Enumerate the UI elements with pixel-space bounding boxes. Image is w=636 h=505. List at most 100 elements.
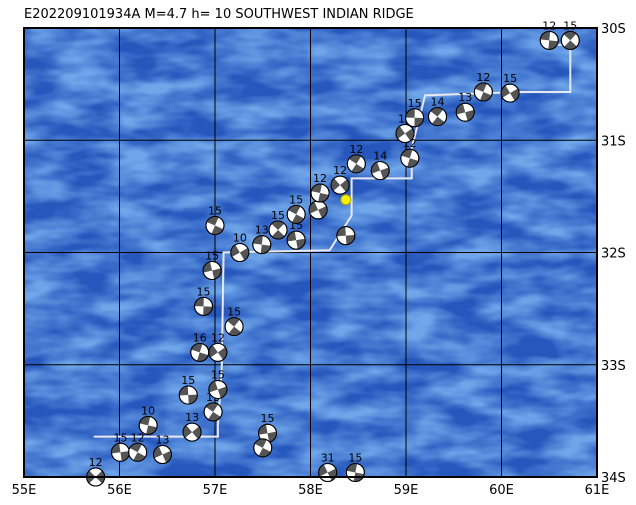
beachball-quadrant [396,126,414,141]
beachball-outline [286,204,306,224]
depth-label: 15 [181,374,195,387]
depth-label: 15 [197,285,211,298]
depth-label: 15 [563,19,577,32]
beachball-quadrant [194,297,213,316]
beachball-outline [318,463,338,483]
depth-label: 15 [261,412,275,425]
depth-label: 15 [503,72,517,85]
beachball-quadrant [456,103,475,121]
beachball-quadrant [430,107,445,126]
beachball-outline [539,30,559,50]
depth-label: 12 [542,19,556,32]
beachball-outline [194,296,214,316]
lon-tick-label: 61E [585,483,610,498]
lat-tick-label: 31S [601,134,626,149]
depth-label: 15 [113,431,127,444]
depth-label: 12 [333,164,347,177]
depth-label: 15 [205,249,219,262]
lon-tick-label: 56E [107,483,132,498]
depth-label: 15 [208,205,222,218]
beachball-quadrant [501,85,520,101]
beachball-quadrant [258,424,277,443]
beachball-quadrant [230,244,249,261]
beachball-outline [230,243,250,262]
lat-tick-label: 32S [601,247,626,262]
beachball-outline [346,154,366,174]
depth-label: 16 [193,331,207,344]
beachball-outline [203,402,223,422]
lon-tick-label: 59E [394,483,419,498]
beachball-quadrant [183,425,202,439]
beachball-quadrant [191,343,209,362]
depth-label: 12 [89,456,103,469]
beachball-quadrant [208,380,227,398]
beachball-outline [330,175,350,195]
beachball-outline [205,216,225,236]
beachball-quadrant [475,83,492,101]
lon-tick-label: 55E [12,483,37,498]
lon-tick-label: 60E [489,483,514,498]
map-title: E202209101934A M=4.7 h= 10 SOUTHWEST IND… [24,7,414,22]
beachball-outline [560,30,580,50]
beachball-quadrant [203,261,222,280]
depth-label: 12 [349,143,363,156]
beachball-outline [178,385,198,405]
lat-tick-label: 34S [601,471,626,486]
beachball-quadrant [206,216,224,235]
beachball-outline [400,148,420,168]
beachball-quadrant [288,205,305,224]
beachball-quadrant [111,443,130,462]
depth-label: 13 [155,434,169,447]
beachball-outline [405,108,425,128]
beachball-quadrant [254,438,271,457]
beachball-outline [500,83,520,103]
beachball-quadrant [563,31,577,50]
beachball-outline [370,161,390,181]
depth-label: 15 [211,368,225,381]
beachball-outline [128,442,148,462]
beachball-quadrant [336,226,355,245]
depth-label: 14 [373,150,387,163]
depth-label: 10 [141,404,155,417]
beachball-quadrant [129,443,146,462]
depth-label: 15 [271,209,285,222]
beachball-outline [455,102,475,122]
depth-label: 15 [348,452,362,465]
beachball-outline [182,422,202,442]
beachball-outline [224,317,244,337]
beachball-quadrant [311,184,329,202]
beachball-quadrant [271,221,285,240]
depth-label: 14 [431,96,445,109]
beachball-outline [252,235,272,255]
beachball-outline [208,342,228,362]
beachball-outline [310,183,330,203]
beachball-quadrant [309,201,328,219]
beachball-quadrant [139,416,157,435]
depth-label: 15 [227,306,241,319]
beachball-quadrant [227,317,242,336]
lat-tick-label: 30S [601,22,626,37]
beachball-quadrant [205,402,221,421]
depth-label: 15 [289,193,303,206]
depth-label: 31 [321,452,335,465]
depth-label: 12 [313,172,327,185]
depth-label: 13 [185,411,199,424]
beachball-outline [473,82,493,102]
lat-tick-label: 33S [601,359,626,374]
depth-label: 15 [408,97,422,110]
beachball-quadrant [252,235,271,254]
depth-label: 12 [211,331,225,344]
beachball-quadrant [331,178,350,192]
beachball-outline [395,124,415,144]
depth-label: 10 [233,232,247,245]
beachball-outline [138,415,158,435]
beachball-outline [336,226,356,246]
depth-label: 13 [458,91,472,104]
lon-tick-label: 58E [298,483,323,498]
beachball-outline [428,107,448,127]
beachball-outline [345,463,365,483]
beachball-outline [208,379,228,399]
beachball-outline [253,438,273,458]
map-frame [23,27,598,478]
beachball-quadrant [540,31,559,50]
